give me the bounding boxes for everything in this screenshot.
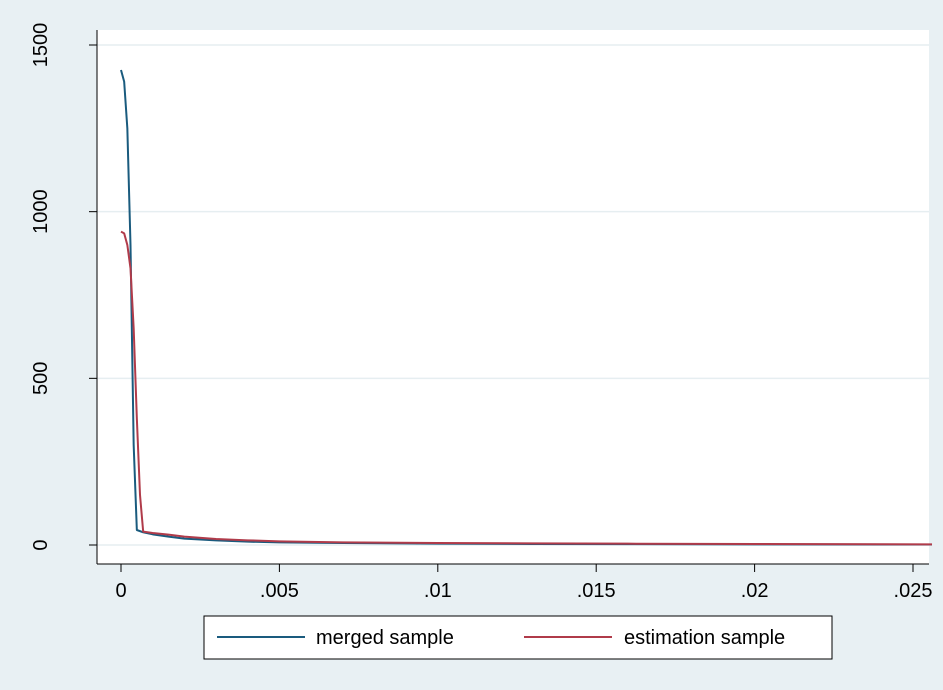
legend: merged sample estimation sample xyxy=(203,615,833,660)
y-tick-label: 1000 xyxy=(30,189,52,234)
y-tick-label: 500 xyxy=(30,362,52,395)
y-ticks: 0 500 1000 1500 xyxy=(30,23,97,551)
legend-box xyxy=(203,615,833,660)
x-ticks: 0 .005 .01 .015 .02 .025 xyxy=(115,564,932,602)
x-tick-label: .015 xyxy=(577,580,616,602)
x-tick-label: .005 xyxy=(260,580,299,602)
plot-area xyxy=(97,30,929,564)
y-tick-label: 0 xyxy=(30,539,52,550)
y-tick-label: 1500 xyxy=(30,23,52,68)
axes xyxy=(96,30,929,565)
x-tick-label: .02 xyxy=(741,580,769,602)
x-tick-label: .01 xyxy=(424,580,452,602)
x-tick-label: 0 xyxy=(115,580,126,602)
x-tick-label: .025 xyxy=(894,580,933,602)
legend-label-estimation-sample: estimation sample xyxy=(624,627,785,649)
legend-label-merged-sample: merged sample xyxy=(316,627,454,649)
series-line-estimation-sample xyxy=(120,230,933,546)
series xyxy=(120,69,933,546)
